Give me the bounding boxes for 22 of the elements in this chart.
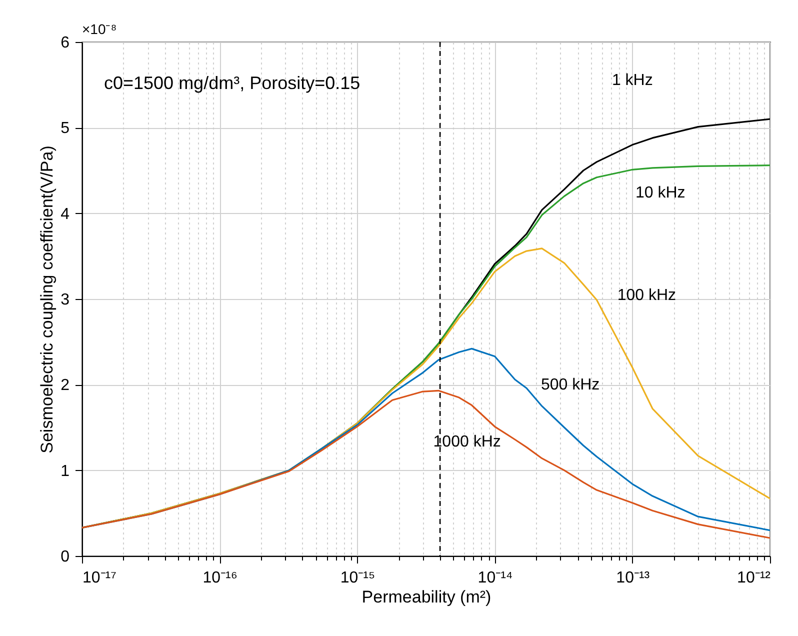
series-label: 10 kHz [636, 184, 686, 202]
y-tick-label: 3 [60, 292, 70, 308]
y-tick-label: 0 [60, 548, 70, 566]
text: ×10⁻⁸ [82, 21, 117, 37]
series-label: 1000 kHz [433, 434, 501, 451]
x-tick-label: 10⁻¹⁷ [82, 570, 117, 586]
x-tick-label: 10⁻¹⁵ [340, 570, 376, 586]
series-label: 500 kHz [540, 376, 600, 394]
x-axis-title: Permeability (m²) [362, 588, 492, 606]
x-tick-label: 10⁻¹² [737, 570, 772, 586]
text: 1 kHz [612, 72, 653, 89]
y-tick-label: 5 [60, 120, 70, 138]
y-tick-label: 4 [60, 206, 70, 223]
annotation: c0=1500 mg/dm³, Porosity=0.15 [104, 73, 360, 93]
x-tick-label: 10⁻¹⁴ [478, 570, 513, 586]
x-tick-label: 10⁻¹⁶ [202, 570, 238, 586]
y-tick-label: 6 [60, 34, 70, 52]
series-label: 100 kHz [617, 286, 676, 304]
y-axis-title: Seismoelectric coupling coefficient(V/Pa) [38, 146, 57, 454]
x-tick-label: 10⁻¹³ [616, 570, 650, 586]
y-tick-label: 1 [60, 462, 70, 480]
y-tick-label: 2 [60, 377, 70, 394]
